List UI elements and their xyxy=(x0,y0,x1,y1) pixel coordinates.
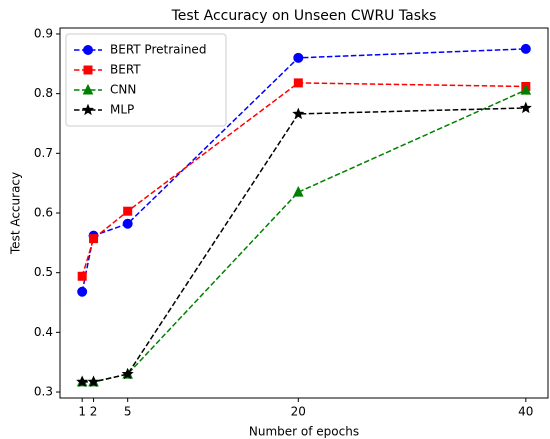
chart-title: Test Accuracy on Unseen CWRU Tasks xyxy=(171,8,437,24)
x-tick-label: 40 xyxy=(518,405,533,419)
marker xyxy=(123,206,133,216)
y-tick-label: 0.3 xyxy=(34,385,53,399)
legend-marker xyxy=(83,65,93,75)
series-line xyxy=(82,89,527,383)
y-tick-label: 0.7 xyxy=(34,146,53,160)
legend-label: BERT xyxy=(110,63,141,77)
y-tick-label: 0.6 xyxy=(34,206,53,220)
marker xyxy=(293,185,304,197)
y-axis-label: Test Accuracy xyxy=(9,172,23,255)
marker xyxy=(77,286,88,297)
x-tick-label: 20 xyxy=(291,405,306,419)
marker xyxy=(121,367,134,380)
marker xyxy=(520,43,531,54)
marker xyxy=(292,107,305,120)
y-tick-label: 0.4 xyxy=(34,325,53,339)
legend-marker xyxy=(83,45,93,55)
x-axis-label: Number of epochs xyxy=(249,425,359,439)
legend-marker xyxy=(81,103,95,116)
legend-box xyxy=(65,33,227,127)
legend-label: BERT Pretrained xyxy=(110,43,206,57)
y-tick-label: 0.9 xyxy=(34,26,53,40)
marker xyxy=(293,52,304,63)
legend-marker xyxy=(82,83,94,95)
y-tick-label: 0.8 xyxy=(34,86,53,100)
marker xyxy=(89,234,99,244)
legend-label: MLP xyxy=(110,103,134,117)
marker xyxy=(520,83,532,95)
marker xyxy=(122,218,133,229)
y-tick-label: 0.5 xyxy=(34,265,53,279)
x-tick-label: 2 xyxy=(90,405,98,419)
legend-label: CNN xyxy=(110,83,136,97)
x-tick-label: 5 xyxy=(124,405,132,419)
series-line xyxy=(82,107,526,383)
marker xyxy=(519,101,532,114)
marker xyxy=(87,375,100,388)
marker xyxy=(77,271,87,281)
marker xyxy=(293,78,303,88)
marker xyxy=(76,375,89,388)
x-tick-label: 1 xyxy=(78,405,86,419)
